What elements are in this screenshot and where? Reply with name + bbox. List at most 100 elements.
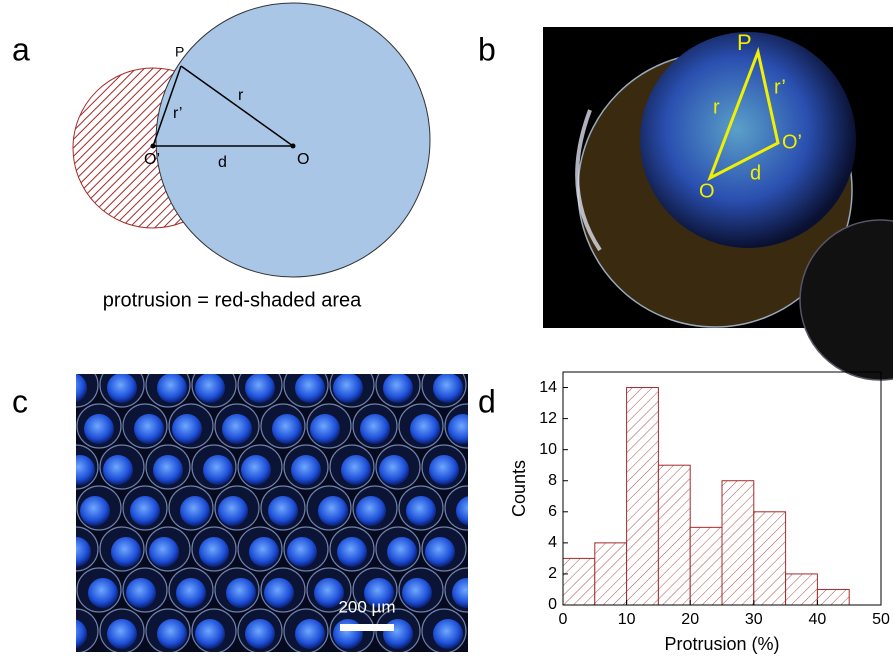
- droplet-core: [126, 578, 156, 608]
- droplet-core: [157, 374, 187, 403]
- caption: protrusion = red-shaded area: [103, 289, 362, 311]
- bar: [753, 511, 787, 606]
- droplet-core: [76, 374, 87, 403]
- droplet-core: [249, 537, 279, 567]
- droplet-core: [333, 619, 363, 649]
- diagram-label: O’: [782, 131, 802, 153]
- bar: [594, 542, 628, 606]
- droplet-core: [360, 414, 390, 444]
- droplet-core: [76, 455, 95, 485]
- bar: [721, 480, 755, 606]
- droplet-core: [107, 374, 137, 403]
- y-tick-label: 10: [539, 441, 557, 458]
- droplet-core: [199, 537, 229, 567]
- droplet-core: [134, 414, 164, 444]
- x-tick-label: 0: [559, 611, 568, 628]
- panel-label: d: [478, 383, 496, 419]
- droplet-core: [364, 578, 394, 608]
- droplet-array: [76, 374, 468, 652]
- droplet-core: [433, 374, 463, 403]
- droplet-core: [295, 619, 325, 649]
- droplet-core: [226, 578, 256, 608]
- diagram-label: P: [175, 44, 184, 60]
- line-r-prime: [152, 65, 182, 147]
- droplet-core: [383, 619, 413, 649]
- line-r: [180, 65, 294, 147]
- bar: [626, 387, 659, 606]
- droplet-core: [111, 537, 141, 567]
- droplet-core: [107, 619, 137, 649]
- blue-circle: [155, 2, 431, 278]
- droplet-core: [402, 578, 432, 608]
- droplet-core: [379, 455, 409, 485]
- droplet-core: [241, 455, 271, 485]
- droplet-core: [172, 414, 202, 444]
- droplet-core: [429, 455, 459, 485]
- droplet-core: [76, 619, 87, 649]
- x-tick-label: 50: [872, 611, 890, 628]
- diagram-label: r’: [774, 76, 786, 98]
- droplet-core: [341, 455, 371, 485]
- point: [150, 143, 156, 149]
- y-tick-label: 6: [548, 503, 557, 520]
- droplet-core: [195, 374, 225, 403]
- bar: [562, 557, 596, 606]
- droplet-core: [203, 455, 233, 485]
- droplet-core: [333, 374, 363, 403]
- droplet-core: [245, 374, 275, 403]
- droplet-core: [76, 537, 91, 567]
- diagram-label: r: [713, 96, 720, 118]
- droplet-core: [268, 496, 298, 526]
- droplet-core: [218, 496, 248, 526]
- droplet-core: [84, 414, 114, 444]
- bar: [785, 573, 818, 606]
- diagram-label: d: [218, 154, 227, 171]
- reflection: [575, 109, 602, 252]
- droplet-core: [310, 414, 340, 444]
- diagram-label: r: [238, 87, 244, 104]
- x-tick-label: 40: [809, 611, 827, 628]
- droplet-core: [640, 32, 856, 248]
- droplet-core: [337, 537, 367, 567]
- diagram-label: O’: [144, 151, 160, 168]
- droplet-core: [456, 496, 468, 526]
- plot-frame: [562, 371, 882, 606]
- droplet-core: [314, 578, 344, 608]
- droplet-core: [153, 455, 183, 485]
- bar: [816, 588, 850, 606]
- panel-label: a: [12, 31, 30, 67]
- x-axis-label: Protrusion (%): [664, 634, 779, 654]
- y-tick-label: 14: [539, 379, 557, 396]
- diagram-label: O: [699, 180, 715, 202]
- droplet-core: [176, 578, 206, 608]
- scale-bar-label: 200 µm: [338, 597, 395, 616]
- x-tick-label: 20: [681, 611, 699, 628]
- droplet-core: [130, 496, 160, 526]
- droplet-core: [387, 537, 417, 567]
- panel-label: c: [12, 383, 28, 419]
- droplet-core: [295, 374, 325, 403]
- droplet-core: [149, 537, 179, 567]
- droplet-core: [383, 374, 413, 403]
- droplet-core: [356, 496, 386, 526]
- y-tick-label: 0: [548, 596, 557, 613]
- droplet-core: [245, 619, 275, 649]
- panel-label: b: [478, 31, 496, 67]
- y-axis-label: Counts: [509, 460, 529, 517]
- droplet-core: [448, 414, 468, 444]
- droplet-core: [410, 414, 440, 444]
- triangle: [707, 46, 780, 182]
- diagram-label: d: [750, 162, 761, 184]
- droplet-core: [103, 455, 133, 485]
- droplet-core: [80, 496, 110, 526]
- droplet-core: [222, 414, 252, 444]
- droplet-core: [157, 619, 187, 649]
- droplet-core: [452, 578, 468, 608]
- droplet-core: [272, 414, 302, 444]
- bar: [689, 526, 723, 606]
- diagram-label: O: [297, 151, 309, 168]
- droplet-core: [180, 496, 210, 526]
- droplet-core: [88, 578, 118, 608]
- diagram-label: P: [737, 30, 752, 55]
